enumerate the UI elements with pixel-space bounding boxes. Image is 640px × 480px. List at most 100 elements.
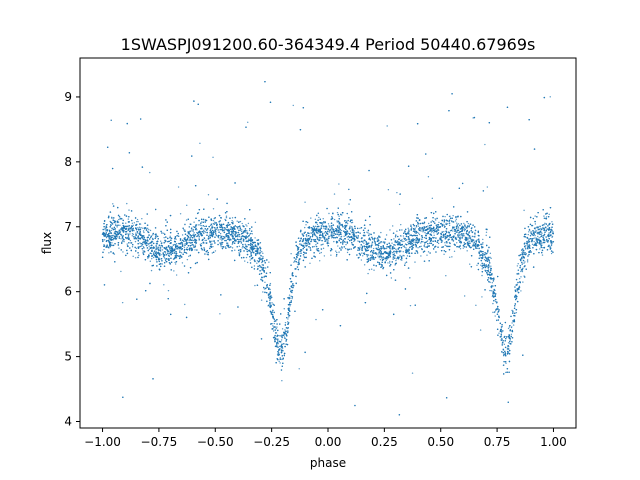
data-point	[424, 231, 426, 234]
data-point	[503, 343, 506, 346]
data-point	[175, 274, 178, 276]
data-point	[289, 303, 292, 306]
data-point	[420, 255, 422, 257]
data-point	[391, 225, 394, 227]
data-point	[402, 235, 405, 237]
data-point	[327, 223, 330, 225]
data-point	[114, 224, 117, 227]
data-point	[550, 244, 553, 247]
data-point	[285, 343, 287, 345]
data-point	[273, 322, 276, 325]
data-point	[449, 236, 451, 239]
data-point	[445, 222, 447, 225]
data-point	[352, 236, 354, 239]
data-point	[129, 233, 131, 235]
data-point	[136, 218, 139, 221]
data-point	[278, 345, 281, 348]
data-point	[179, 250, 181, 252]
data-point	[443, 230, 445, 233]
data-point	[495, 300, 497, 303]
data-point	[367, 232, 369, 234]
data-point	[214, 228, 217, 230]
data-point	[485, 231, 488, 234]
data-point	[350, 221, 353, 224]
data-point	[408, 251, 410, 253]
data-point	[539, 236, 542, 238]
data-point	[204, 231, 207, 233]
data-point	[245, 256, 248, 259]
data-point	[219, 238, 221, 240]
data-point	[138, 226, 141, 228]
data-point	[351, 221, 354, 224]
data-point	[491, 295, 494, 298]
data-point	[104, 227, 106, 230]
data-point	[149, 260, 151, 262]
data-point	[119, 224, 121, 226]
data-point	[270, 294, 272, 297]
data-point	[248, 238, 250, 240]
data-point	[241, 229, 243, 231]
data-point	[426, 240, 429, 242]
data-point	[313, 245, 315, 248]
data-point	[518, 277, 521, 280]
data-point	[186, 258, 189, 261]
data-point	[246, 229, 248, 232]
data-point	[435, 219, 437, 221]
data-point	[192, 239, 195, 242]
data-point	[327, 239, 329, 241]
data-point	[370, 246, 372, 249]
data-point	[377, 238, 380, 241]
data-point	[347, 232, 349, 234]
data-point	[204, 239, 206, 242]
data-point	[238, 245, 241, 247]
data-point	[437, 242, 440, 245]
data-point	[336, 221, 339, 223]
data-point	[298, 253, 300, 255]
data-point	[137, 220, 139, 223]
data-point	[190, 244, 193, 246]
data-point	[261, 261, 263, 264]
data-point	[451, 256, 453, 258]
data-point	[367, 254, 369, 257]
data-point	[411, 227, 413, 229]
data-point	[131, 235, 134, 237]
data-point	[527, 241, 530, 244]
data-point	[316, 223, 319, 226]
data-point	[209, 228, 212, 230]
data-point	[234, 249, 236, 251]
data-point	[328, 231, 330, 233]
data-point	[162, 232, 165, 234]
data-point	[338, 183, 340, 185]
data-point	[427, 251, 430, 253]
data-point	[417, 225, 420, 227]
data-point	[219, 234, 221, 237]
data-point	[151, 234, 154, 236]
data-point	[417, 247, 419, 249]
data-point	[142, 230, 145, 232]
data-point	[120, 238, 122, 240]
data-point	[551, 229, 553, 231]
data-point	[184, 229, 186, 231]
data-point	[142, 227, 144, 229]
data-point	[246, 225, 248, 227]
data-point	[423, 243, 426, 245]
data-point	[273, 326, 275, 328]
data-point	[151, 257, 153, 260]
data-point	[534, 234, 536, 237]
data-point	[179, 213, 182, 215]
data-point	[536, 238, 539, 240]
data-point	[518, 273, 520, 275]
data-point	[188, 255, 190, 258]
data-point	[163, 257, 166, 259]
data-point	[132, 224, 134, 226]
data-point	[420, 245, 422, 248]
data-point	[516, 290, 519, 292]
data-point	[363, 242, 365, 244]
data-point	[396, 242, 399, 244]
data-point	[341, 240, 344, 242]
data-point	[467, 240, 469, 242]
data-point	[251, 233, 253, 235]
data-point	[534, 237, 536, 239]
data-point	[446, 223, 449, 225]
data-point	[515, 311, 518, 314]
